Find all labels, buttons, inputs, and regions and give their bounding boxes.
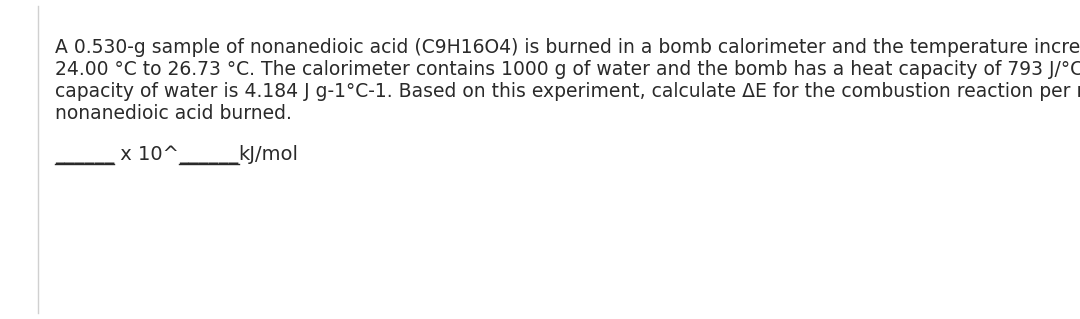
- Text: ______: ______: [55, 145, 114, 164]
- Text: nonanedioic acid burned.: nonanedioic acid burned.: [55, 104, 292, 123]
- Text: ______: ______: [179, 145, 239, 164]
- Text: capacity of water is 4.184 J g-1°C-1. Based on this experiment, calculate ΔE for: capacity of water is 4.184 J g-1°C-1. Ba…: [55, 82, 1080, 101]
- Text: A 0.530-g sample of nonanedioic acid (C9H16O4) is burned in a bomb calorimeter a: A 0.530-g sample of nonanedioic acid (C9…: [55, 38, 1080, 57]
- Text: kJ/mol: kJ/mol: [239, 145, 298, 164]
- Text: x 10^: x 10^: [114, 145, 179, 164]
- Text: 24.00 °C to 26.73 °C. The calorimeter contains 1000 g of water and the bomb has : 24.00 °C to 26.73 °C. The calorimeter co…: [55, 60, 1080, 79]
